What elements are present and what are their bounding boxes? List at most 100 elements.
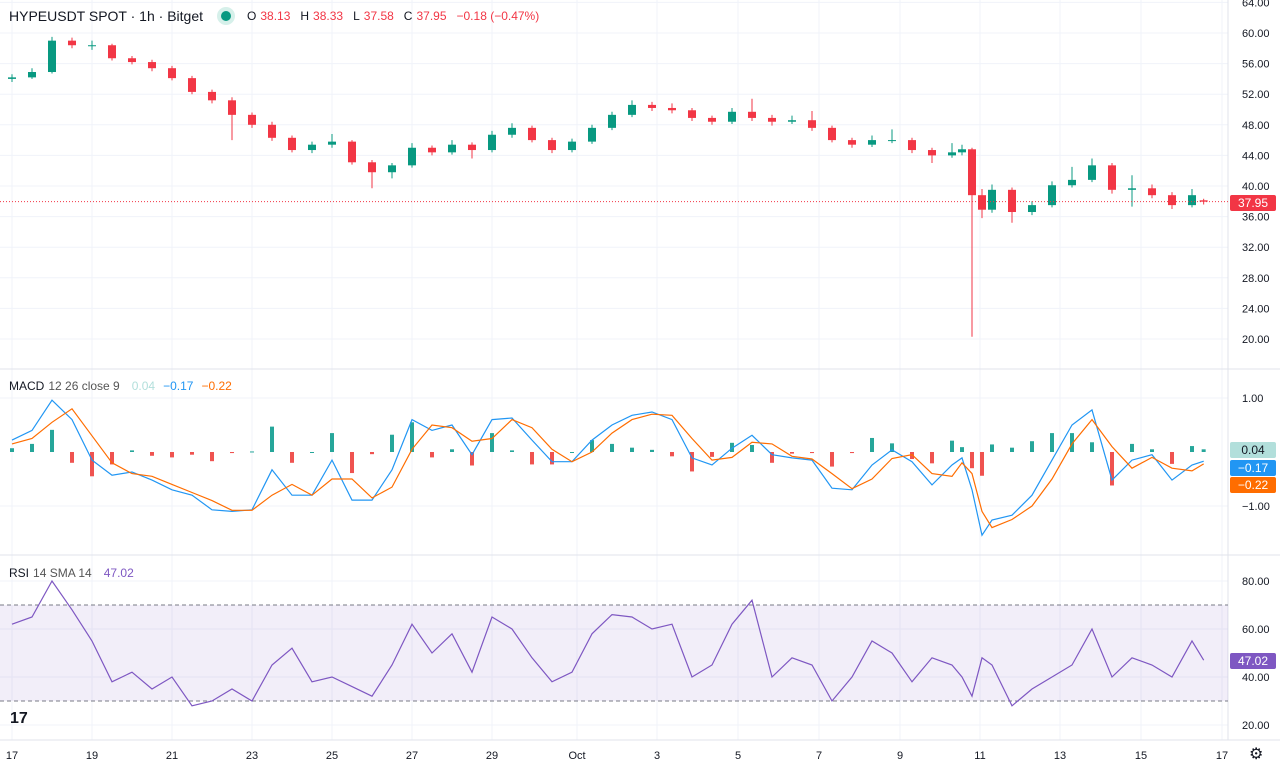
high-value: 38.33 [313, 9, 344, 23]
candle-body [978, 195, 986, 210]
macd-histogram-bar [470, 452, 474, 466]
candle-body [948, 152, 956, 156]
macd-histogram-bar [450, 449, 454, 452]
macd-histogram-bar [890, 443, 894, 452]
macd-histogram-bar [610, 443, 614, 452]
candle-body [888, 140, 896, 142]
macd-value: −0.17 [163, 379, 194, 393]
candle-body [808, 120, 816, 128]
macd-histogram-bar [510, 450, 514, 452]
market-status-icon [221, 11, 231, 21]
macd-name: MACD [9, 379, 45, 393]
candle-body [488, 134, 496, 151]
macd-histogram-bar [230, 452, 234, 454]
candle-body [968, 149, 976, 196]
macd-histogram-bar [350, 452, 354, 474]
candle-body [928, 150, 936, 156]
x-tick-label: 13 [1054, 750, 1066, 762]
candle-body [768, 117, 776, 122]
rsi-tick-label: 60.00 [1242, 624, 1270, 636]
price-tick-label: 28.00 [1242, 273, 1270, 285]
change-value: −0.18 (−0.47%) [456, 9, 540, 23]
macd-tick-label: 1.00 [1242, 393, 1263, 405]
candle-body [1068, 179, 1076, 186]
macd-signal-value: −0.22 [201, 379, 232, 393]
gear-icon[interactable]: ⚙ [1249, 746, 1264, 763]
candle-body [608, 114, 616, 128]
candle-body [188, 78, 196, 92]
macd-histogram-bar [150, 452, 154, 456]
macd-histogram-bar [950, 440, 954, 452]
candle-body [468, 144, 476, 151]
candle-body [708, 117, 716, 122]
candle-body [508, 127, 516, 135]
candle-body [1008, 189, 1016, 213]
symbol-legend: HYPEUSDT SPOT · 1h · Bitget O 38.13 H 38.3… [9, 8, 539, 24]
candle-body [268, 124, 276, 138]
macd-histogram-bar [1150, 449, 1154, 452]
macd-histogram-bar [550, 452, 554, 465]
low-label: L [353, 9, 360, 23]
macd-histogram-bar [810, 452, 814, 454]
rsi-params: 14 SMA 14 [33, 566, 92, 580]
macd-histogram-bar [930, 452, 934, 464]
rsi-legend[interactable]: RSI 14 SMA 14 47.02 [9, 566, 134, 580]
macd-histogram-bar [330, 433, 334, 452]
candle-body [228, 100, 236, 115]
macd-histogram-bar [1190, 446, 1194, 452]
price-tick-label: 64.00 [1242, 0, 1270, 9]
candle-body [648, 104, 656, 108]
x-tick-label: 17 [1216, 750, 1228, 762]
macd-histogram-bar [90, 452, 94, 477]
macd-legend[interactable]: MACD 12 26 close 9 0.04 −0.17 −0.22 [9, 379, 232, 393]
macd-histogram-bar [110, 452, 114, 465]
close-value: 37.95 [416, 9, 447, 23]
candle-body [848, 140, 856, 145]
macd-histogram-bar [730, 442, 734, 452]
macd-histogram-bar [490, 433, 494, 452]
macd-histogram-bar [270, 426, 274, 452]
candle-body [168, 68, 176, 79]
tradingview-logo[interactable]: 17 [10, 710, 28, 727]
candle-body [588, 127, 596, 142]
candle-body [788, 120, 796, 122]
macd-histogram-bar [1010, 447, 1014, 452]
macd-histogram-bar [830, 452, 834, 467]
price-tick-label: 32.00 [1242, 242, 1270, 254]
candle-body [1128, 188, 1136, 190]
candle-body [28, 72, 36, 78]
macd-histogram-bar [1050, 433, 1054, 452]
price-tick-label: 44.00 [1242, 150, 1270, 162]
candle-body [328, 141, 336, 145]
macd-histogram-bar [960, 447, 964, 452]
candle-body [548, 140, 556, 151]
price-tick-label: 52.00 [1242, 89, 1270, 101]
macd-histogram-bar [290, 452, 294, 463]
macd-histogram-bar [590, 440, 594, 452]
macd-histogram-bar [1110, 452, 1114, 486]
macd-histogram-bar [170, 452, 174, 458]
macd-histogram-bar [310, 452, 314, 453]
price-tick-label: 36.00 [1242, 212, 1270, 224]
macd-histogram-bar [850, 452, 854, 454]
symbol-title[interactable]: HYPEUSDT SPOT · 1h · Bitget [9, 8, 203, 24]
macd-histogram-bar [970, 452, 974, 469]
candle-body [1028, 205, 1036, 213]
rsi-value: 47.02 [103, 566, 134, 580]
macd-histogram-bar [50, 429, 54, 452]
candle-body [288, 137, 296, 151]
candle-body [1199, 200, 1208, 202]
x-tick-label: 11 [974, 750, 985, 762]
x-tick-label: 19 [86, 750, 98, 762]
price-tick-label: 60.00 [1242, 28, 1270, 40]
x-tick-label: Oct [568, 750, 585, 762]
macd-histogram-bar [990, 444, 994, 452]
candle-body [1188, 195, 1196, 206]
candle-body [388, 165, 396, 173]
candle-body [908, 140, 916, 151]
candle-body [748, 111, 756, 118]
price-tick-label: 40.00 [1242, 181, 1270, 193]
macd-tag: −0.17 [1230, 460, 1276, 476]
macd-histogram-bar [30, 443, 34, 452]
